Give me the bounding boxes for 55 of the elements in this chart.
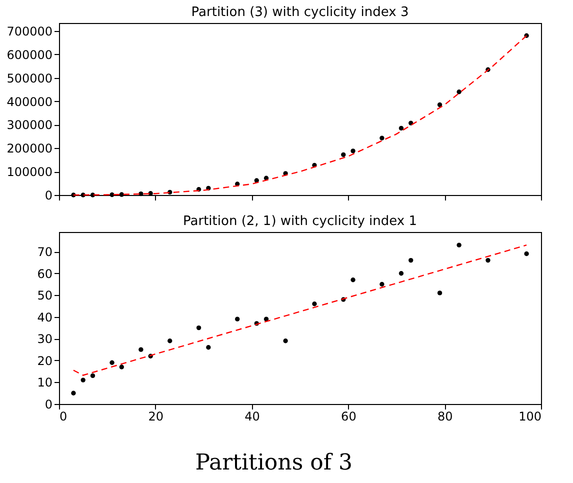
point bbox=[119, 192, 124, 197]
point bbox=[168, 338, 172, 344]
point bbox=[380, 136, 384, 140]
y-tick-label: 100000 bbox=[6, 165, 52, 180]
point bbox=[283, 338, 288, 344]
point bbox=[138, 347, 144, 352]
point bbox=[110, 192, 114, 198]
y-tick-label: 10 bbox=[37, 376, 52, 390]
y-tick-label: 20 bbox=[37, 354, 52, 368]
point bbox=[437, 290, 442, 296]
point bbox=[456, 90, 462, 94]
y-tick-label: 600000 bbox=[6, 48, 52, 62]
point bbox=[119, 364, 124, 370]
point bbox=[80, 378, 86, 382]
point bbox=[408, 258, 414, 263]
point bbox=[437, 102, 442, 108]
chart-title: Partition (2, 1) with cyclicity index 1 bbox=[183, 214, 417, 229]
text: Partitions of 3 bbox=[195, 450, 352, 476]
y-tick-label: 500000 bbox=[6, 71, 52, 86]
point bbox=[206, 345, 211, 350]
point bbox=[398, 126, 404, 131]
point bbox=[341, 152, 346, 158]
x-tick-label: 60 bbox=[341, 410, 356, 424]
x-tick-label: 40 bbox=[244, 410, 260, 424]
y-tick-label: 40 bbox=[37, 310, 52, 324]
point bbox=[196, 325, 202, 330]
chart-title: Partition (3) with cyclicity index 3 bbox=[191, 5, 409, 20]
point bbox=[350, 148, 356, 154]
point bbox=[90, 373, 96, 378]
y-tick-label: 300000 bbox=[6, 118, 52, 132]
point bbox=[486, 258, 490, 263]
point bbox=[456, 242, 462, 248]
point bbox=[312, 302, 317, 306]
y-tick-label: 60 bbox=[37, 266, 52, 281]
y-tick-label: 50 bbox=[37, 288, 52, 303]
point bbox=[380, 282, 384, 287]
point bbox=[110, 360, 114, 365]
y-tick-label: 0 bbox=[44, 398, 52, 412]
point bbox=[234, 316, 240, 322]
x-tick-label: 100 bbox=[518, 410, 542, 424]
y-tick-label: 0 bbox=[44, 188, 52, 202]
y-tick-label: 30 bbox=[37, 332, 52, 346]
y-tick-label: 700000 bbox=[6, 24, 52, 38]
x-tick-label: 0 bbox=[60, 410, 68, 424]
point bbox=[71, 390, 76, 396]
y-tick-label: 70 bbox=[37, 245, 52, 260]
x-tick-label: 20 bbox=[148, 410, 164, 424]
x-tick-label: 80 bbox=[437, 410, 453, 424]
point bbox=[138, 191, 144, 196]
point bbox=[524, 251, 529, 256]
point bbox=[90, 192, 96, 198]
point bbox=[350, 278, 356, 282]
y-tick-label: 400000 bbox=[6, 94, 52, 109]
y-tick-label: 200000 bbox=[6, 142, 52, 156]
point bbox=[398, 271, 404, 276]
